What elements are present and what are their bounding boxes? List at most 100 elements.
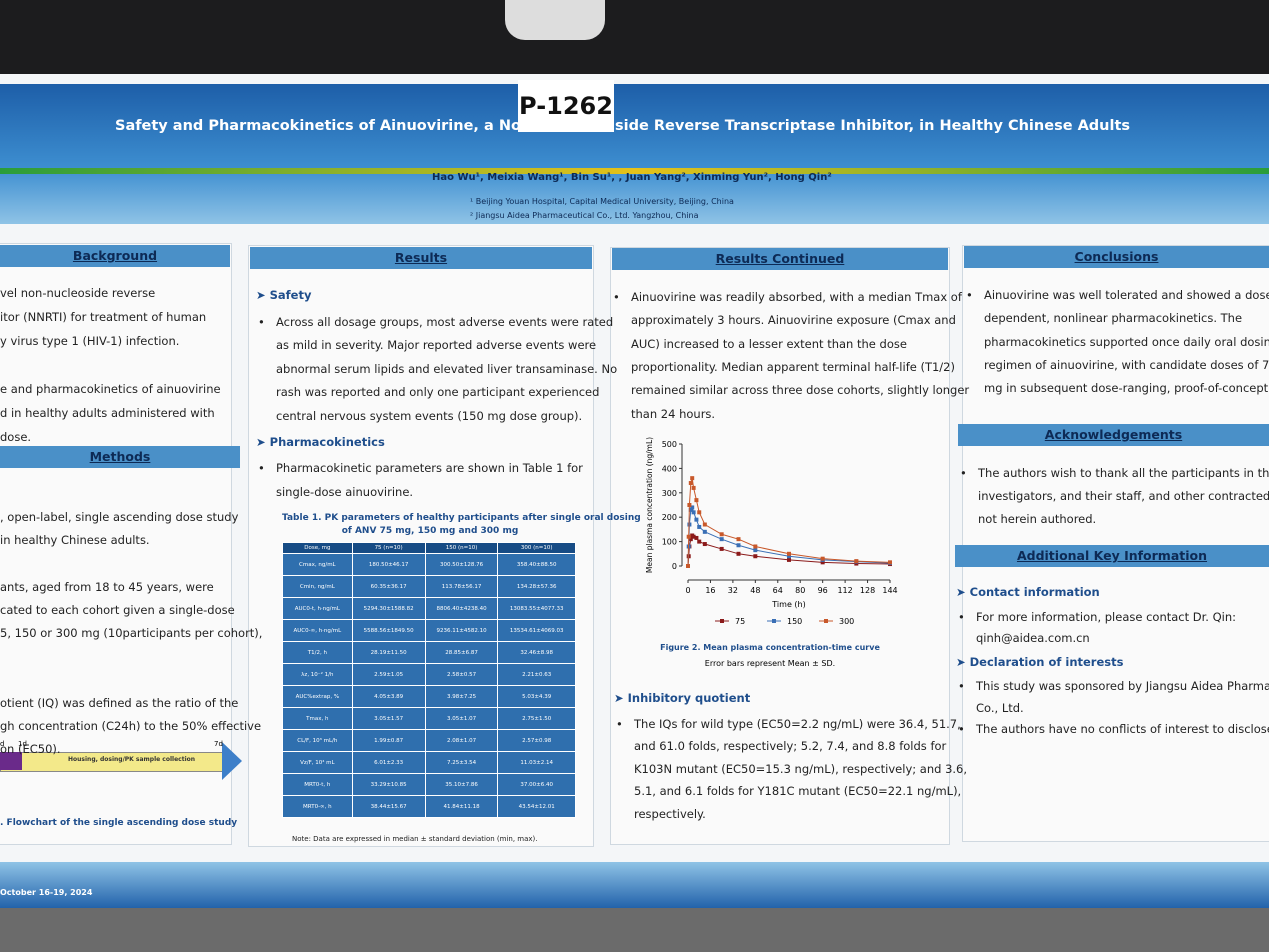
x-tick-label: 96 xyxy=(818,586,828,595)
x-tick-label: 112 xyxy=(837,586,852,595)
y-tick-label: 0 xyxy=(672,562,677,571)
bullet-line: remained similar across three dose cohor… xyxy=(631,383,970,398)
table-cell: 2.57±0.98 xyxy=(497,729,576,752)
legend-label: 150 xyxy=(787,617,802,626)
footer-date: October 16-19, 2024 xyxy=(0,888,93,897)
section-heading: Acknowledgements xyxy=(958,424,1269,446)
table-cell: T1/2, h xyxy=(282,641,353,664)
text-line: d in healthy adults administered with xyxy=(0,406,215,420)
data-point xyxy=(688,481,693,486)
table-cell: 28.85±6.87 xyxy=(424,641,499,664)
series-line xyxy=(687,478,891,567)
affiliation: ² Jiangsu Aidea Pharmaceutical Co., Ltd.… xyxy=(470,211,699,220)
text-line: otient (IQ) was defined as the ratio of … xyxy=(0,695,239,710)
table-cell: 7.25±3.54 xyxy=(424,751,499,774)
text-line: 5, 150 or 300 mg (10participants per coh… xyxy=(0,626,263,640)
table-cell: 38.44±15.67 xyxy=(351,795,426,818)
data-point xyxy=(854,559,859,564)
table-cell: 2.59±1.05 xyxy=(351,663,426,686)
bullet-line: The IQs for wild type (EC50=2.2 ng/mL) w… xyxy=(616,717,961,731)
subheading: Safety xyxy=(256,288,312,302)
panel-left xyxy=(0,243,232,845)
bullet-line: Across all dosage groups, most adverse e… xyxy=(258,315,613,329)
table-row: Tmax, h 3.05±1.57 3.05±1.07 2.75±1.50 xyxy=(282,707,576,730)
flow-caption: . Flowchart of the single ascending dose… xyxy=(0,818,238,828)
table-cell: AUC0-t, h·ng/mL xyxy=(282,597,353,620)
text-line: in healthy Chinese adults. xyxy=(0,533,150,548)
section-heading: Additional Key Information xyxy=(955,545,1269,567)
table-title: Table 1. PK parameters of healthy partic… xyxy=(282,512,641,538)
data-point xyxy=(753,548,758,553)
lamp xyxy=(505,0,605,40)
table-cell: λz, 10⁻² 1/h xyxy=(282,663,353,686)
table-cell: 2.08±1.07 xyxy=(424,729,499,752)
bullet-line: For more information, please contact Dr.… xyxy=(958,610,1236,624)
data-point xyxy=(697,524,702,529)
data-point xyxy=(690,476,695,481)
y-tick-label: 300 xyxy=(662,489,677,498)
table-cell: MRT0-∞, h xyxy=(282,795,353,818)
panel-results-continued xyxy=(610,247,950,845)
table-title-line: of ANV 75 mg, 150 mg and 300 mg xyxy=(341,526,519,536)
data-point xyxy=(697,510,702,515)
bullet-line: respectively. xyxy=(634,806,706,821)
bullet-line: Ainuovirine was readily absorbed, with a… xyxy=(613,290,962,304)
text-line: e and pharmacokinetics of ainuovirine xyxy=(0,382,221,396)
table-row: Cmax, ng/mL 180.50±46.17 300.50±128.76 358.… xyxy=(282,553,576,576)
data-point xyxy=(691,534,696,539)
text-line: vel non-nucleoside reverse xyxy=(0,286,156,300)
flow-label: Housing, dosing/PK sample collection xyxy=(68,756,196,763)
table-cell: 3.05±1.57 xyxy=(351,707,426,730)
bullet-line: dependent, nonlinear pharmacokinetics. T… xyxy=(984,311,1243,326)
bullet-line: single-dose ainuovirine. xyxy=(276,484,414,499)
bullet-line: qinh@aidea.com.cn xyxy=(976,631,1090,645)
footer-band xyxy=(0,862,1269,910)
data-point xyxy=(688,507,693,512)
table-cell: 300.50±128.76 xyxy=(424,553,499,576)
bullet-line: The authors have no conflicts of interes… xyxy=(958,722,1269,736)
bullet-line: proportionality. Median apparent termina… xyxy=(631,359,955,374)
data-point xyxy=(719,532,724,537)
table-cell: 37.00±6.40 xyxy=(497,773,576,796)
bullet-line: central nervous system events (150 mg do… xyxy=(276,409,583,423)
table-cell: Vz/F, 10⁴ mL xyxy=(282,751,353,774)
legend-label: 300 xyxy=(839,617,854,626)
table-cell: 5588.56±1849.50 xyxy=(351,619,426,642)
y-tick-label: 400 xyxy=(662,464,677,473)
bullet-line: and 61.0 folds, respectively; 5.2, 7.4, … xyxy=(634,739,947,753)
table-cell: 150 (n=10) xyxy=(424,542,499,554)
table-cell: Cmin, ng/mL xyxy=(282,575,353,598)
table-cell: 2.21±0.63 xyxy=(497,663,576,686)
section-heading: Background xyxy=(0,245,230,267)
table-row: AUC0-t, h·ng/mL 5294.30±1588.82 8806.40±42… xyxy=(282,597,576,620)
data-point xyxy=(719,546,724,551)
bullet-line: rash was reported and only one participa… xyxy=(276,385,600,400)
y-tick-label: 100 xyxy=(662,538,677,547)
ceiling xyxy=(0,0,1269,78)
table-cell: 1.99±0.87 xyxy=(351,729,426,752)
bullet-line: The authors wish to thank all the partic… xyxy=(960,466,1269,480)
table-cell: 113.78±56.17 xyxy=(424,575,499,598)
table-cell: 180.50±46.17 xyxy=(351,553,426,576)
x-tick-label: 32 xyxy=(728,586,738,595)
table-cell: 3.98±7.25 xyxy=(424,685,499,708)
data-point xyxy=(702,522,707,527)
table-cell: CL/F, 10³ mL/h xyxy=(282,729,353,752)
text-line: y virus type 1 (HIV-1) infection. xyxy=(0,334,180,348)
text-line: itor (NNRTI) for treatment of human xyxy=(0,310,207,324)
y-tick-label: 500 xyxy=(662,440,677,449)
bullet-line: approximately 3 hours. Ainuovirine expos… xyxy=(631,313,956,328)
subheading: Pharmacokinetics xyxy=(256,435,385,449)
subheading: Declaration of interests xyxy=(956,655,1124,669)
x-tick-label: 0 xyxy=(685,586,690,595)
table-cell: 5294.30±1588.82 xyxy=(351,597,426,620)
bullet-line: K103N mutant (EC50=15.3 ng/mL), respecti… xyxy=(634,761,968,776)
x-tick-label: 48 xyxy=(750,586,760,595)
series-line xyxy=(687,534,891,567)
table-row: AUC%extrap, % 4.05±3.89 3.98±7.25 5.03±4.39 xyxy=(282,685,576,708)
legend-marker xyxy=(824,619,828,623)
data-point xyxy=(694,517,699,522)
affiliation: ¹ Beijing Youan Hospital, Capital Medica… xyxy=(470,197,734,206)
flow-day: 1d xyxy=(18,740,27,748)
